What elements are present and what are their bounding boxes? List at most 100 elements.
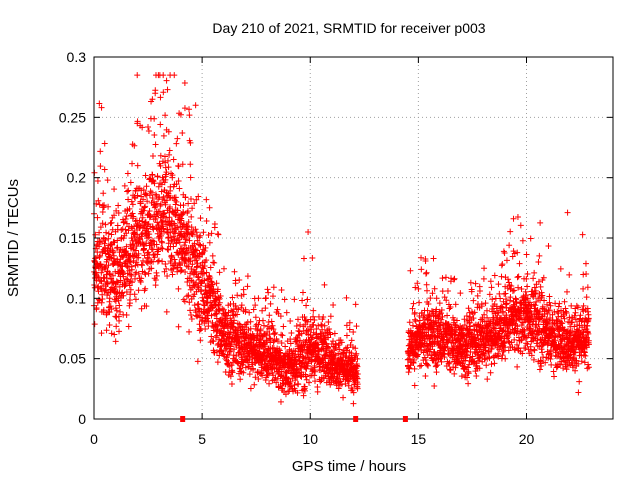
- data-point: [207, 264, 214, 271]
- data-point: [136, 217, 143, 224]
- data-point: [468, 288, 475, 295]
- data-point: [279, 332, 286, 339]
- data-point: [321, 281, 328, 288]
- data-point: [117, 308, 124, 315]
- data-point: [467, 354, 474, 361]
- data-point: [410, 300, 417, 307]
- data-point: [546, 307, 553, 314]
- data-point: [226, 348, 233, 355]
- data-point: [111, 212, 118, 219]
- data-point: [467, 323, 474, 330]
- data-point: [293, 323, 300, 330]
- data-point: [184, 278, 191, 285]
- data-point: [175, 163, 182, 170]
- data-point: [407, 267, 414, 274]
- data-point: [482, 344, 489, 351]
- data-point: [238, 304, 245, 311]
- data-point: [225, 359, 232, 366]
- data-point: [207, 274, 214, 281]
- data-point: [545, 242, 552, 249]
- data-point: [106, 271, 113, 278]
- data-point: [484, 376, 491, 383]
- data-point: [213, 323, 220, 330]
- data-point: [278, 287, 285, 294]
- data-point: [187, 195, 194, 202]
- data-point: [227, 347, 234, 354]
- data-point: [577, 312, 584, 319]
- data-point: [264, 286, 271, 293]
- data-point: [572, 367, 579, 374]
- data-point: [434, 361, 441, 368]
- data-point: [410, 356, 417, 363]
- data-point: [520, 326, 527, 333]
- data-point: [418, 254, 425, 261]
- data-point: [515, 273, 522, 280]
- data-point: [142, 172, 149, 179]
- data-point: [481, 311, 488, 318]
- data-point: [503, 312, 510, 319]
- data-point: [202, 325, 209, 332]
- data-point: [194, 301, 201, 308]
- data-point: [277, 350, 284, 357]
- data-point: [134, 72, 141, 79]
- data-point: [201, 308, 208, 315]
- data-point: [139, 218, 146, 225]
- data-point: [505, 338, 512, 345]
- data-point: [305, 228, 312, 235]
- data-point: [522, 288, 529, 295]
- data-point: [192, 102, 199, 109]
- data-point: [547, 302, 554, 309]
- data-point: [465, 305, 472, 312]
- data-point: [422, 329, 429, 336]
- data-point: [514, 249, 521, 256]
- data-point: [416, 317, 423, 324]
- data-point: [240, 369, 247, 376]
- data-point: [115, 202, 122, 209]
- data-point: [576, 378, 583, 385]
- data-point: [96, 254, 103, 261]
- data-point: [277, 313, 284, 320]
- data-point: [182, 239, 189, 246]
- data-point: [252, 314, 259, 321]
- data-point: [295, 316, 301, 323]
- data-point: [159, 239, 166, 246]
- data-point: [431, 383, 438, 390]
- data-point: [165, 240, 172, 247]
- data-point: [575, 389, 582, 396]
- data-point: [581, 349, 588, 356]
- data-point: [583, 294, 590, 301]
- data-point: [106, 270, 113, 277]
- data-point: [98, 104, 105, 111]
- data-point: [105, 235, 112, 242]
- data-point: [496, 346, 503, 353]
- data-point: [134, 162, 141, 169]
- data-point: [406, 319, 413, 326]
- data-point: [304, 362, 311, 369]
- data-point: [573, 302, 580, 309]
- data-point: [151, 131, 158, 138]
- data-point: [119, 289, 126, 296]
- data-point: [532, 302, 539, 309]
- data-point: [127, 179, 134, 186]
- data-point: [531, 347, 538, 354]
- data-point: [185, 219, 192, 226]
- data-point: [157, 152, 164, 159]
- data-point: [241, 349, 248, 356]
- data-point: [524, 271, 531, 278]
- data-point: [130, 213, 137, 220]
- data-point: [151, 115, 158, 122]
- data-point: [539, 292, 546, 299]
- data-point: [145, 127, 152, 134]
- data-point: [95, 197, 102, 204]
- data-point: [499, 261, 506, 268]
- data-point: [505, 347, 512, 354]
- data-point: [293, 338, 300, 345]
- data-point: [186, 106, 193, 113]
- data-point: [537, 283, 544, 290]
- data-point: [277, 398, 284, 405]
- data-point: [148, 189, 155, 196]
- data-point: [325, 334, 332, 341]
- data-point: [107, 254, 114, 261]
- data-point: [169, 208, 176, 215]
- data-point: [209, 281, 216, 288]
